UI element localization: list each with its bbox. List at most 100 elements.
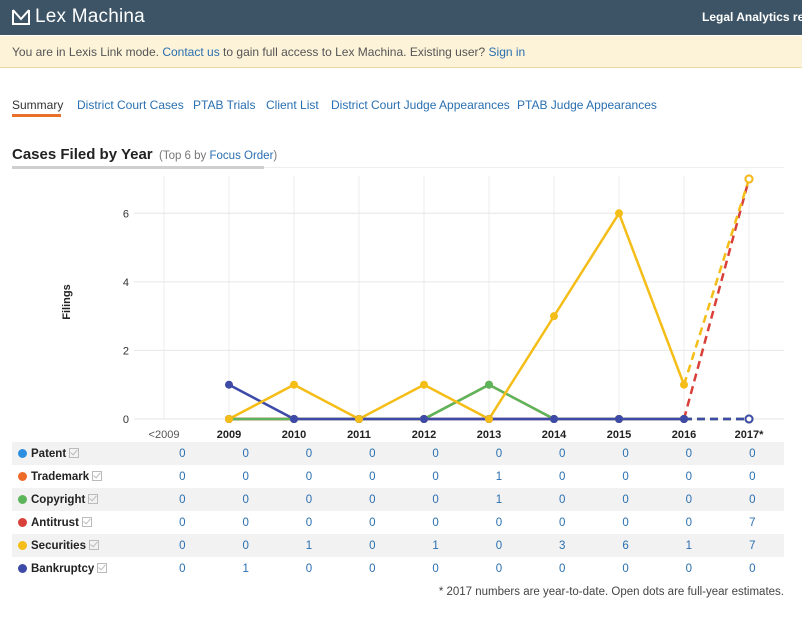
focus-order-link[interactable]: Focus Order [209,150,274,162]
table-cell: 0 [214,488,278,511]
table-cell: 0 [530,488,594,511]
table-cell: 0 [559,470,566,483]
tab-district-court-cases[interactable]: District Court Cases [77,98,184,112]
table-cell[interactable]: 1 [657,534,721,557]
series-name: Securities [31,539,86,552]
logo-text: Lex Machina [35,6,145,27]
series-point-securities [225,415,233,423]
series-name: Copyright [31,493,86,506]
legend-color-dot [18,471,27,481]
table-cell: 0 [369,516,376,529]
table-cell: 0 [340,442,404,465]
series-point-securities [550,312,558,321]
table-cell: 0 [403,488,468,511]
series-point-bankruptcy [290,415,298,423]
series-line-securities [228,212,686,421]
section-divider [264,167,784,168]
table-cell: 0 [277,488,341,511]
table-cell[interactable]: 1 [242,562,249,575]
table-row: Patent 0 0 0 0 0 0 0 0 0 0 [12,442,784,465]
tab-summary[interactable]: Summary [12,98,64,112]
table-cell: 0 [622,470,629,483]
series-toggle-checkbox-icon[interactable] [88,539,99,550]
series-toggle-checkbox-icon[interactable] [92,470,103,481]
cases-filed-by-year-chart: 0 2 4 6 <2009 2009 2010 2011 2012 2013 2014 2015 201… [123,174,784,441]
tab-ptab-trials[interactable]: PTAB Trials [193,98,256,112]
table-cell: 0 [432,470,439,483]
table-cell: 0 [340,488,404,511]
table-cell[interactable]: 7 [720,534,784,557]
series-point-securities [485,415,493,423]
logo[interactable]: Lex Machina [12,6,145,28]
header-tagline: Legal Analytics rev [702,10,802,24]
table-cell: 0 [495,516,503,529]
table-cell: 0 [179,470,186,483]
active-tab-indicator [12,114,61,117]
x-tick-label: 2014 [542,429,567,441]
section-subtitle: (Top 6 by Focus Order) [159,150,277,162]
series-point-securities [680,380,688,389]
table-cell[interactable]: 1 [467,488,531,511]
table-cell: 0 [593,442,658,465]
row-header: Patent [12,442,151,465]
table-cell[interactable]: 1 [403,534,468,557]
table-cell: 0 [685,516,693,529]
row-header: Securities [12,534,151,557]
subtitle-prefix: (Top 6 by [158,150,207,162]
table-cell: 0 [369,562,376,575]
legend-color-dot [18,494,27,504]
tab-ptab-judge-appearances[interactable]: PTAB Judge Appearances [517,98,657,112]
table-cell[interactable]: 3 [530,534,594,557]
tab-client-list[interactable]: Client List [266,98,319,112]
table-cell: 0 [749,470,756,483]
top-navigation-bar: Lex Machina Legal Analytics rev [0,0,802,35]
series-toggle-checkbox-icon[interactable] [97,562,108,573]
subtitle-suffix: ) [273,150,278,162]
series-name: Antitrust [31,516,79,529]
row-header: Antitrust [12,511,151,534]
series-point-securities [420,380,428,389]
x-tick-label: 2017* [735,429,764,441]
x-tick-label: 2016 [672,429,696,441]
y-tick-label: 4 [123,277,129,289]
table-row: Bankruptcy 0 1 0 0 0 0 0 0 0 0 [12,557,784,580]
series-point-bankruptcy [680,415,688,423]
table-row: Securities 0 0 1 0 1 0 3 6 1 7 [12,534,784,557]
row-header: Bankruptcy [12,557,151,580]
contact-us-link[interactable]: Contact us [162,45,220,59]
x-tick-label: 2011 [347,429,371,441]
tab-district-court-judge-appearances[interactable]: District Court Judge Appearances [331,98,510,112]
section-title-underline [12,166,264,169]
series-name: Trademark [31,470,90,483]
series-toggle-checkbox-icon[interactable] [81,516,92,527]
table-cell: 0 [150,488,215,511]
x-tick-label: 2010 [282,429,306,441]
series-name: Bankruptcy [31,562,95,575]
x-tick-label: 2013 [477,429,501,441]
series-name: Patent [31,447,67,460]
table-cell: 0 [179,562,186,575]
table-cell: 0 [749,562,756,575]
table-cell: 0 [720,488,784,511]
legend-color-dot [18,563,27,573]
banner-text-middle: to gain full access to Lex Machina. Exis… [223,45,486,59]
series-point-copyright [485,380,493,389]
table-cell: 0 [685,562,693,575]
legend-color-dot [18,448,27,458]
lexis-link-banner: You are in Lexis Link mode. Contact us t… [0,36,802,68]
table-cell: 0 [559,516,566,529]
series-toggle-checkbox-icon[interactable] [88,493,99,504]
legend-color-dot [18,540,27,550]
table-cell: 0 [657,488,721,511]
series-estimate-line-securities [682,178,751,386]
sign-in-link[interactable]: Sign in [488,45,526,59]
series-estimate-point-securities [744,174,754,184]
row-header: Copyright [12,488,151,511]
table-cell[interactable]: 7 [749,516,756,529]
table-cell[interactable]: 6 [593,534,658,557]
series-toggle-checkbox-icon[interactable] [69,447,80,458]
table-cell[interactable]: 1 [277,534,341,557]
table-cell[interactable]: 1 [495,470,503,483]
series-point-bankruptcy [420,415,428,423]
series-estimate-line-antitrust [682,178,751,420]
